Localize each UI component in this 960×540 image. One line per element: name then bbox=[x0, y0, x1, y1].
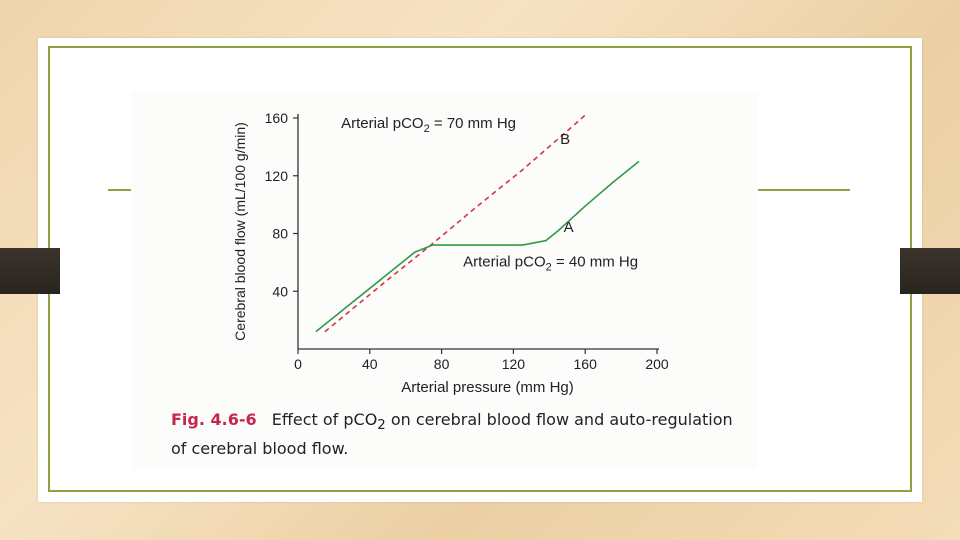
decorative-tab-left bbox=[0, 248, 60, 294]
caption-subscript: 2 bbox=[377, 418, 386, 434]
caption-text-pre: Effect of pCO bbox=[271, 410, 378, 429]
y-tick-label-80: 80 bbox=[272, 226, 288, 242]
y-axis-label: Cerebral blood flow (mL/100 g/min) bbox=[232, 122, 248, 341]
figure-image: 0 40 80 120 160 200 40 80 120 160 Arterial pressur… bbox=[131, 92, 758, 470]
x-axis-label: Arterial pressure (mm Hg) bbox=[401, 379, 574, 396]
annotation-label-b-sub: Arterial pCO2 = 70 mm Hg bbox=[341, 115, 516, 135]
decorative-rule-right bbox=[758, 189, 850, 191]
x-tick-label-160: 160 bbox=[574, 356, 598, 372]
x-tick-label-0: 0 bbox=[294, 356, 302, 372]
series-line-b bbox=[324, 114, 586, 333]
decorative-rule-left bbox=[108, 189, 132, 191]
x-tick-label-80: 80 bbox=[434, 356, 450, 372]
annotation-subscript: 2 bbox=[546, 262, 552, 274]
figure-number: Fig. 4.6-6 bbox=[171, 410, 257, 429]
annotation-label-a-sub: Arterial pCO2 = 40 mm Hg bbox=[463, 254, 638, 274]
x-tick-label-200: 200 bbox=[645, 356, 669, 372]
figure-caption: Fig. 4.6-6 Effect of pCO2 on cerebral bl… bbox=[171, 408, 751, 460]
caption-text-post: on cerebral blood flow and auto-regulati… bbox=[171, 410, 733, 459]
annotation-letter-a: A bbox=[564, 219, 574, 236]
annotation-text-post: = 70 mm Hg bbox=[430, 115, 516, 132]
annotation-subscript: 2 bbox=[424, 123, 430, 135]
x-tick-label-40: 40 bbox=[362, 356, 378, 372]
annotation-text-pre: Arterial pCO bbox=[463, 254, 546, 271]
y-tick-label-120: 120 bbox=[265, 168, 289, 184]
x-tick-label-120: 120 bbox=[502, 356, 526, 372]
annotation-text-pre: Arterial pCO bbox=[341, 115, 424, 132]
y-tick-label-40: 40 bbox=[272, 283, 288, 299]
decorative-tab-right bbox=[900, 248, 960, 294]
y-tick-label-160: 160 bbox=[265, 110, 289, 126]
annotation-text-post: = 40 mm Hg bbox=[552, 254, 638, 271]
annotation-letter-b: B bbox=[560, 131, 570, 148]
series-line-a bbox=[315, 160, 640, 333]
